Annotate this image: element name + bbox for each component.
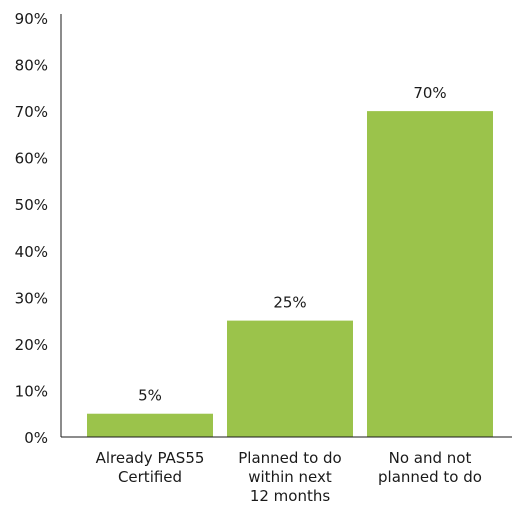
bar-1 [87,413,213,437]
x-tick-label: Already PAS55 Certified [96,449,205,486]
data-label: 5% [138,387,162,405]
y-tick-label: 70% [15,103,48,121]
y-tick-label: 0% [24,429,48,447]
x-tick-labels: Already PAS55 Certified Planned to do withi… [96,449,482,505]
y-tick-label: 10% [15,382,48,400]
axes-group [60,14,512,438]
y-tick-label: 60% [15,150,48,168]
data-label: 70% [413,84,446,102]
y-tick-label: 30% [15,289,48,307]
bar-2 [227,320,353,437]
y-tick-labels: 0% 10% 20% 30% 40% 50% 60% 70% 80% 90% [15,10,48,447]
data-label: 25% [273,294,306,312]
y-tick-label: 80% [15,57,48,75]
y-tick-label: 40% [15,243,48,261]
y-tick-label: 90% [15,10,48,28]
x-tick-label: Planned to do within next 12 months [238,449,341,505]
data-labels: 5% 25% 70% [138,84,447,405]
y-tick-label: 20% [15,336,48,354]
bar-3 [367,111,493,437]
bars-group [87,111,493,437]
x-tick-label: No and not planned to do [378,449,482,486]
y-tick-label: 50% [15,196,48,214]
